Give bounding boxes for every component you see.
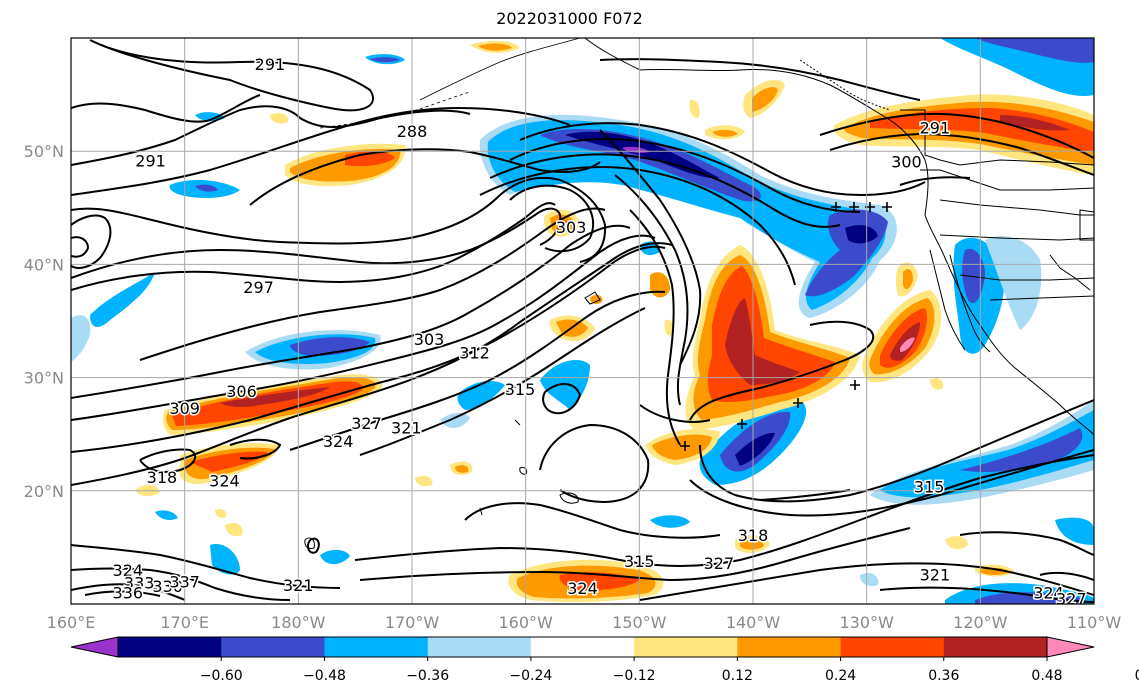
contour-label: 337 [169,572,200,591]
contour-label: 330 [152,577,183,596]
contour-label: 315 [505,380,536,399]
contour-label: 309 [169,399,200,418]
lon-tick-label: 110°W [1067,613,1122,632]
colorbar-tick-label: 0.24 [825,668,856,684]
contour-label: 333 [124,573,155,592]
colorbar-tick-label: 0.36 [928,668,959,684]
contour-label: 303 [556,218,587,237]
longitude-axis: 160°E 170°E 180°W 170°W 160°W 150°W 140°W 130°W… [47,613,1122,632]
colorbar-tick-label: 0.48 [1031,668,1062,684]
lon-tick-label: 160°E [47,613,96,632]
contour-label: 336 [113,584,144,603]
contour-label: 291 [255,55,286,74]
colorbar-swatch [221,637,325,657]
contour-label: 312 [459,344,490,363]
lat-tick-label: 20°N [24,482,64,501]
map-gridlines [71,38,1094,604]
colorbar-swatch [427,637,532,657]
contour-label: 324 [113,561,144,580]
contour-label: 318 [738,526,769,545]
contour-label: 306 [226,382,257,401]
contour-label: 327 [704,554,735,573]
map-title: 2022031000 F072 [496,9,643,28]
colorbar-swatch [840,637,945,657]
contour-label: 297 [243,278,274,297]
lon-tick-label: 120°W [953,613,1008,632]
lat-tick-label: 40°N [24,255,64,274]
contour-label: 324 [1033,584,1064,603]
lon-tick-label: 130°W [839,613,894,632]
lon-tick-label: 150°W [612,613,667,632]
contour-label: 327 [351,414,382,433]
contour-label: 321 [920,566,951,585]
colorbar-swatch [737,637,842,657]
lon-tick-label: 180°W [271,613,326,632]
coastlines [304,38,1094,549]
contour-label: 318 [147,468,178,487]
colorbar-extend-low [70,636,119,658]
colorbar-swatch [324,637,429,657]
lon-tick-label: 160°W [498,613,553,632]
colorbar-tick-label: −0.36 [406,668,449,684]
colorbar: −0.60 −0.48 −0.36 −0.24 −0.12 0.12 0.24 0.36 0.4… [70,636,1139,684]
colorbar-outline [117,636,1048,658]
colorbar-tick-label: −0.60 [200,668,243,684]
colorbar-swatch [943,637,1048,657]
contour-label: 288 [397,122,428,141]
contour-lines [71,39,1094,603]
contour-label: 315 [914,477,945,496]
contour-label: 327 [1056,589,1087,608]
contour-label: 315 [624,552,655,571]
colorbar-tick-label: 0.60 [1135,668,1139,684]
colorbar-swatch [634,637,738,657]
lat-tick-label: 30°N [24,369,64,388]
contour-label: 321 [283,576,314,595]
colorbar-extend-high [1046,636,1095,658]
lon-tick-label: 170°W [385,613,440,632]
contour-label: 324 [323,432,354,451]
contour-label: 303 [414,330,445,349]
colorbar-tick-label: −0.24 [509,668,552,684]
latitude-axis: 50°N 40°N 30°N 20°N [24,142,64,501]
contour-label: 300 [891,152,922,171]
positive-anomaly-shading [135,40,1094,603]
contour-label: 324 [567,579,598,598]
contour-label: 291 [135,151,166,170]
colorbar-swatch [530,637,635,657]
colorbar-tick-label: −0.48 [303,668,346,684]
map-frame [70,37,1095,605]
lat-tick-label: 50°N [24,142,64,161]
contour-label: 324 [209,472,240,491]
contour-label: 291 [920,118,951,137]
colorbar-tick-label: 0.12 [722,668,753,684]
colorbar-swatch [118,637,222,657]
contour-label: 321 [391,418,422,437]
lon-tick-label: 140°W [726,613,781,632]
lon-tick-label: 170°E [160,613,209,632]
colorbar-tick-label: −0.12 [613,668,656,684]
